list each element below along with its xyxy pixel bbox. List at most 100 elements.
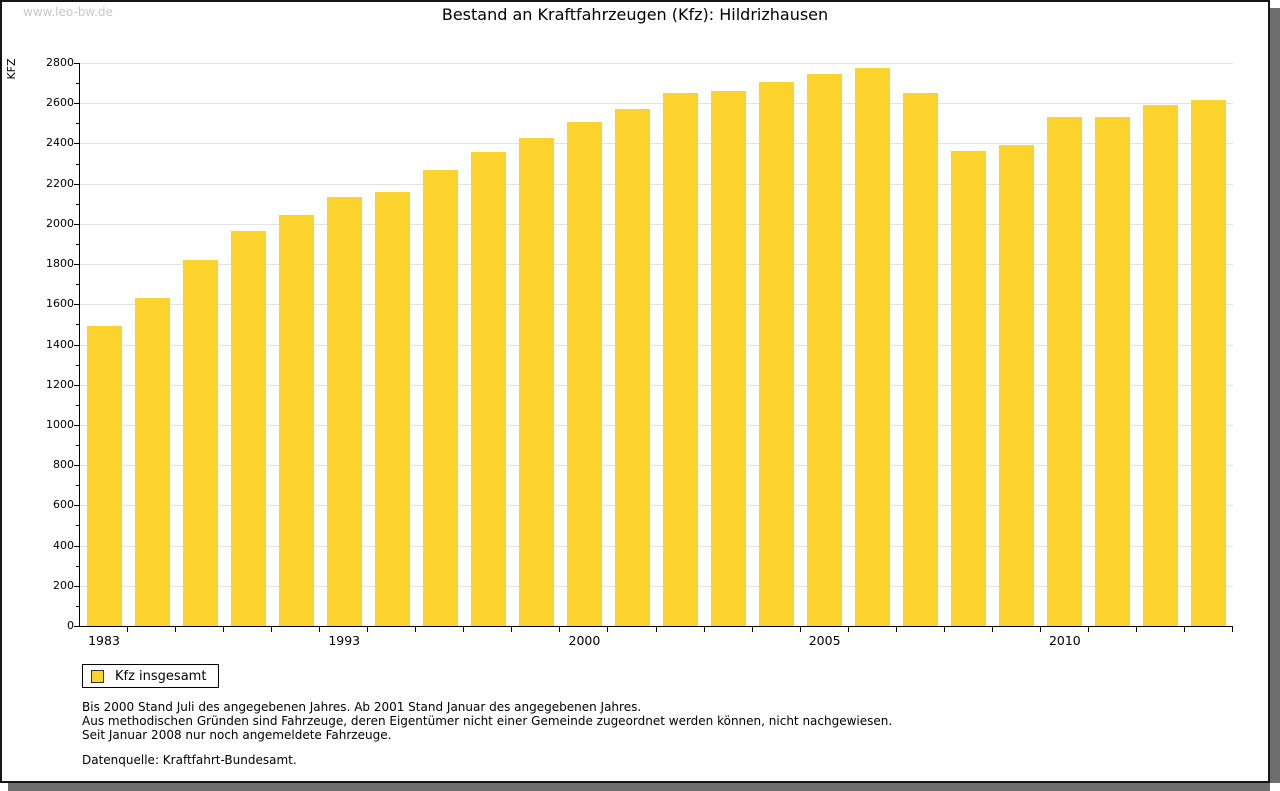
x-tick <box>559 627 561 632</box>
gridline <box>80 103 1233 105</box>
x-tick <box>991 627 993 632</box>
y-tick-label: 600 <box>53 498 74 512</box>
y-tick-label: 200 <box>53 578 74 592</box>
bar-2006 <box>855 68 891 626</box>
y-tick <box>74 264 79 266</box>
bar-1999 <box>518 138 554 626</box>
y-tick-label: 2800 <box>46 56 74 69</box>
bar-1987 <box>182 260 218 626</box>
x-tick <box>367 627 369 632</box>
gridline <box>80 304 1233 306</box>
y-tick-label: 1400 <box>46 337 74 351</box>
x-tick <box>463 627 465 632</box>
bar-2013 <box>1191 100 1227 626</box>
x-tick <box>655 627 657 632</box>
y-tick <box>74 545 79 547</box>
bar-1991 <box>278 214 314 626</box>
x-tick <box>607 627 609 632</box>
gridline <box>80 545 1233 547</box>
watermark: www.leo-bw.de <box>23 5 113 19</box>
y-axis-line <box>79 63 80 627</box>
y-tick-label: 1200 <box>46 377 74 391</box>
bar-1997 <box>422 169 458 626</box>
x-tick <box>1087 627 1089 632</box>
y-tick-label: 800 <box>53 458 74 472</box>
gridline <box>80 63 1233 64</box>
y-tick <box>76 445 79 447</box>
y-tick <box>74 304 79 306</box>
bar-1985 <box>134 298 170 626</box>
x-tick-label: 2000 <box>568 633 601 648</box>
y-tick <box>74 424 79 426</box>
bar-1983 <box>86 326 122 626</box>
y-tick-label: 1000 <box>46 417 74 431</box>
y-tick <box>74 223 79 225</box>
x-tick <box>1232 627 1233 632</box>
y-tick-label: 2200 <box>46 176 74 190</box>
bar-2009 <box>999 145 1035 626</box>
y-tick-label: 400 <box>53 538 74 552</box>
y-tick <box>74 585 79 587</box>
legend-box: Kfz insgesamt <box>82 664 220 688</box>
x-tick <box>511 627 513 632</box>
plot-area <box>74 63 1233 632</box>
y-tick <box>74 384 79 386</box>
x-tick <box>319 627 321 632</box>
y-tick <box>74 344 79 346</box>
x-axis-line <box>79 626 1233 627</box>
y-tick <box>76 605 79 607</box>
bar-1998 <box>470 152 506 626</box>
y-tick-label: 1600 <box>46 297 74 311</box>
y-tick <box>76 485 79 487</box>
y-tick <box>74 505 79 507</box>
gridline <box>80 143 1233 145</box>
y-tick <box>76 203 79 205</box>
x-tick <box>703 627 705 632</box>
page-title: Bestand an Kraftfahrzeugen (Kfz): Hildri… <box>441 5 829 24</box>
y-tick <box>74 626 79 627</box>
y-tick <box>74 143 79 145</box>
gridline <box>80 384 1233 386</box>
gridline <box>80 465 1233 467</box>
y-tick-label: 2000 <box>46 216 74 230</box>
y-tick <box>76 404 79 406</box>
x-tick <box>847 627 849 632</box>
bar-1993 <box>326 196 362 626</box>
gridline <box>80 505 1233 507</box>
x-tick <box>943 627 945 632</box>
x-tick <box>175 627 177 632</box>
gridline <box>80 223 1233 225</box>
y-tick <box>76 364 79 366</box>
y-tick <box>76 123 79 125</box>
x-tick <box>415 627 417 632</box>
footnote-line: Bis 2000 Stand Juli des angegebenen Jahr… <box>82 700 642 714</box>
bar-2002 <box>663 93 699 626</box>
gridline <box>80 264 1233 266</box>
y-tick-label: 0 <box>67 619 74 632</box>
x-tick <box>1039 627 1041 632</box>
bar-2000 <box>566 122 602 626</box>
y-axis-label: KFZ <box>5 58 18 80</box>
gridline <box>80 585 1233 587</box>
frame-shadow-right <box>1270 8 1280 783</box>
bar-2008 <box>951 151 987 626</box>
y-tick <box>76 324 79 326</box>
y-tick <box>76 243 79 245</box>
x-tick <box>127 627 129 632</box>
gridline <box>80 424 1233 426</box>
footnote-line: Aus methodischen Gründen sind Fahrzeuge,… <box>82 714 893 728</box>
footnote-line: Seit Januar 2008 nur noch angemeldete Fa… <box>82 728 392 742</box>
bar-2004 <box>759 82 795 626</box>
y-tick-label: 1800 <box>46 257 74 271</box>
bar-2001 <box>614 109 650 626</box>
legend-label: Kfz insgesamt <box>115 668 207 684</box>
footnotes: Bis 2000 Stand Juli des angegebenen Jahr… <box>82 700 892 742</box>
bar-2007 <box>903 93 939 626</box>
data-source: Datenquelle: Kraftfahrt-Bundesamt. <box>82 753 297 767</box>
x-tick <box>271 627 273 632</box>
y-tick <box>74 63 79 64</box>
x-tick <box>895 627 897 632</box>
y-tick <box>74 465 79 467</box>
x-tick-label: 1993 <box>328 633 361 648</box>
